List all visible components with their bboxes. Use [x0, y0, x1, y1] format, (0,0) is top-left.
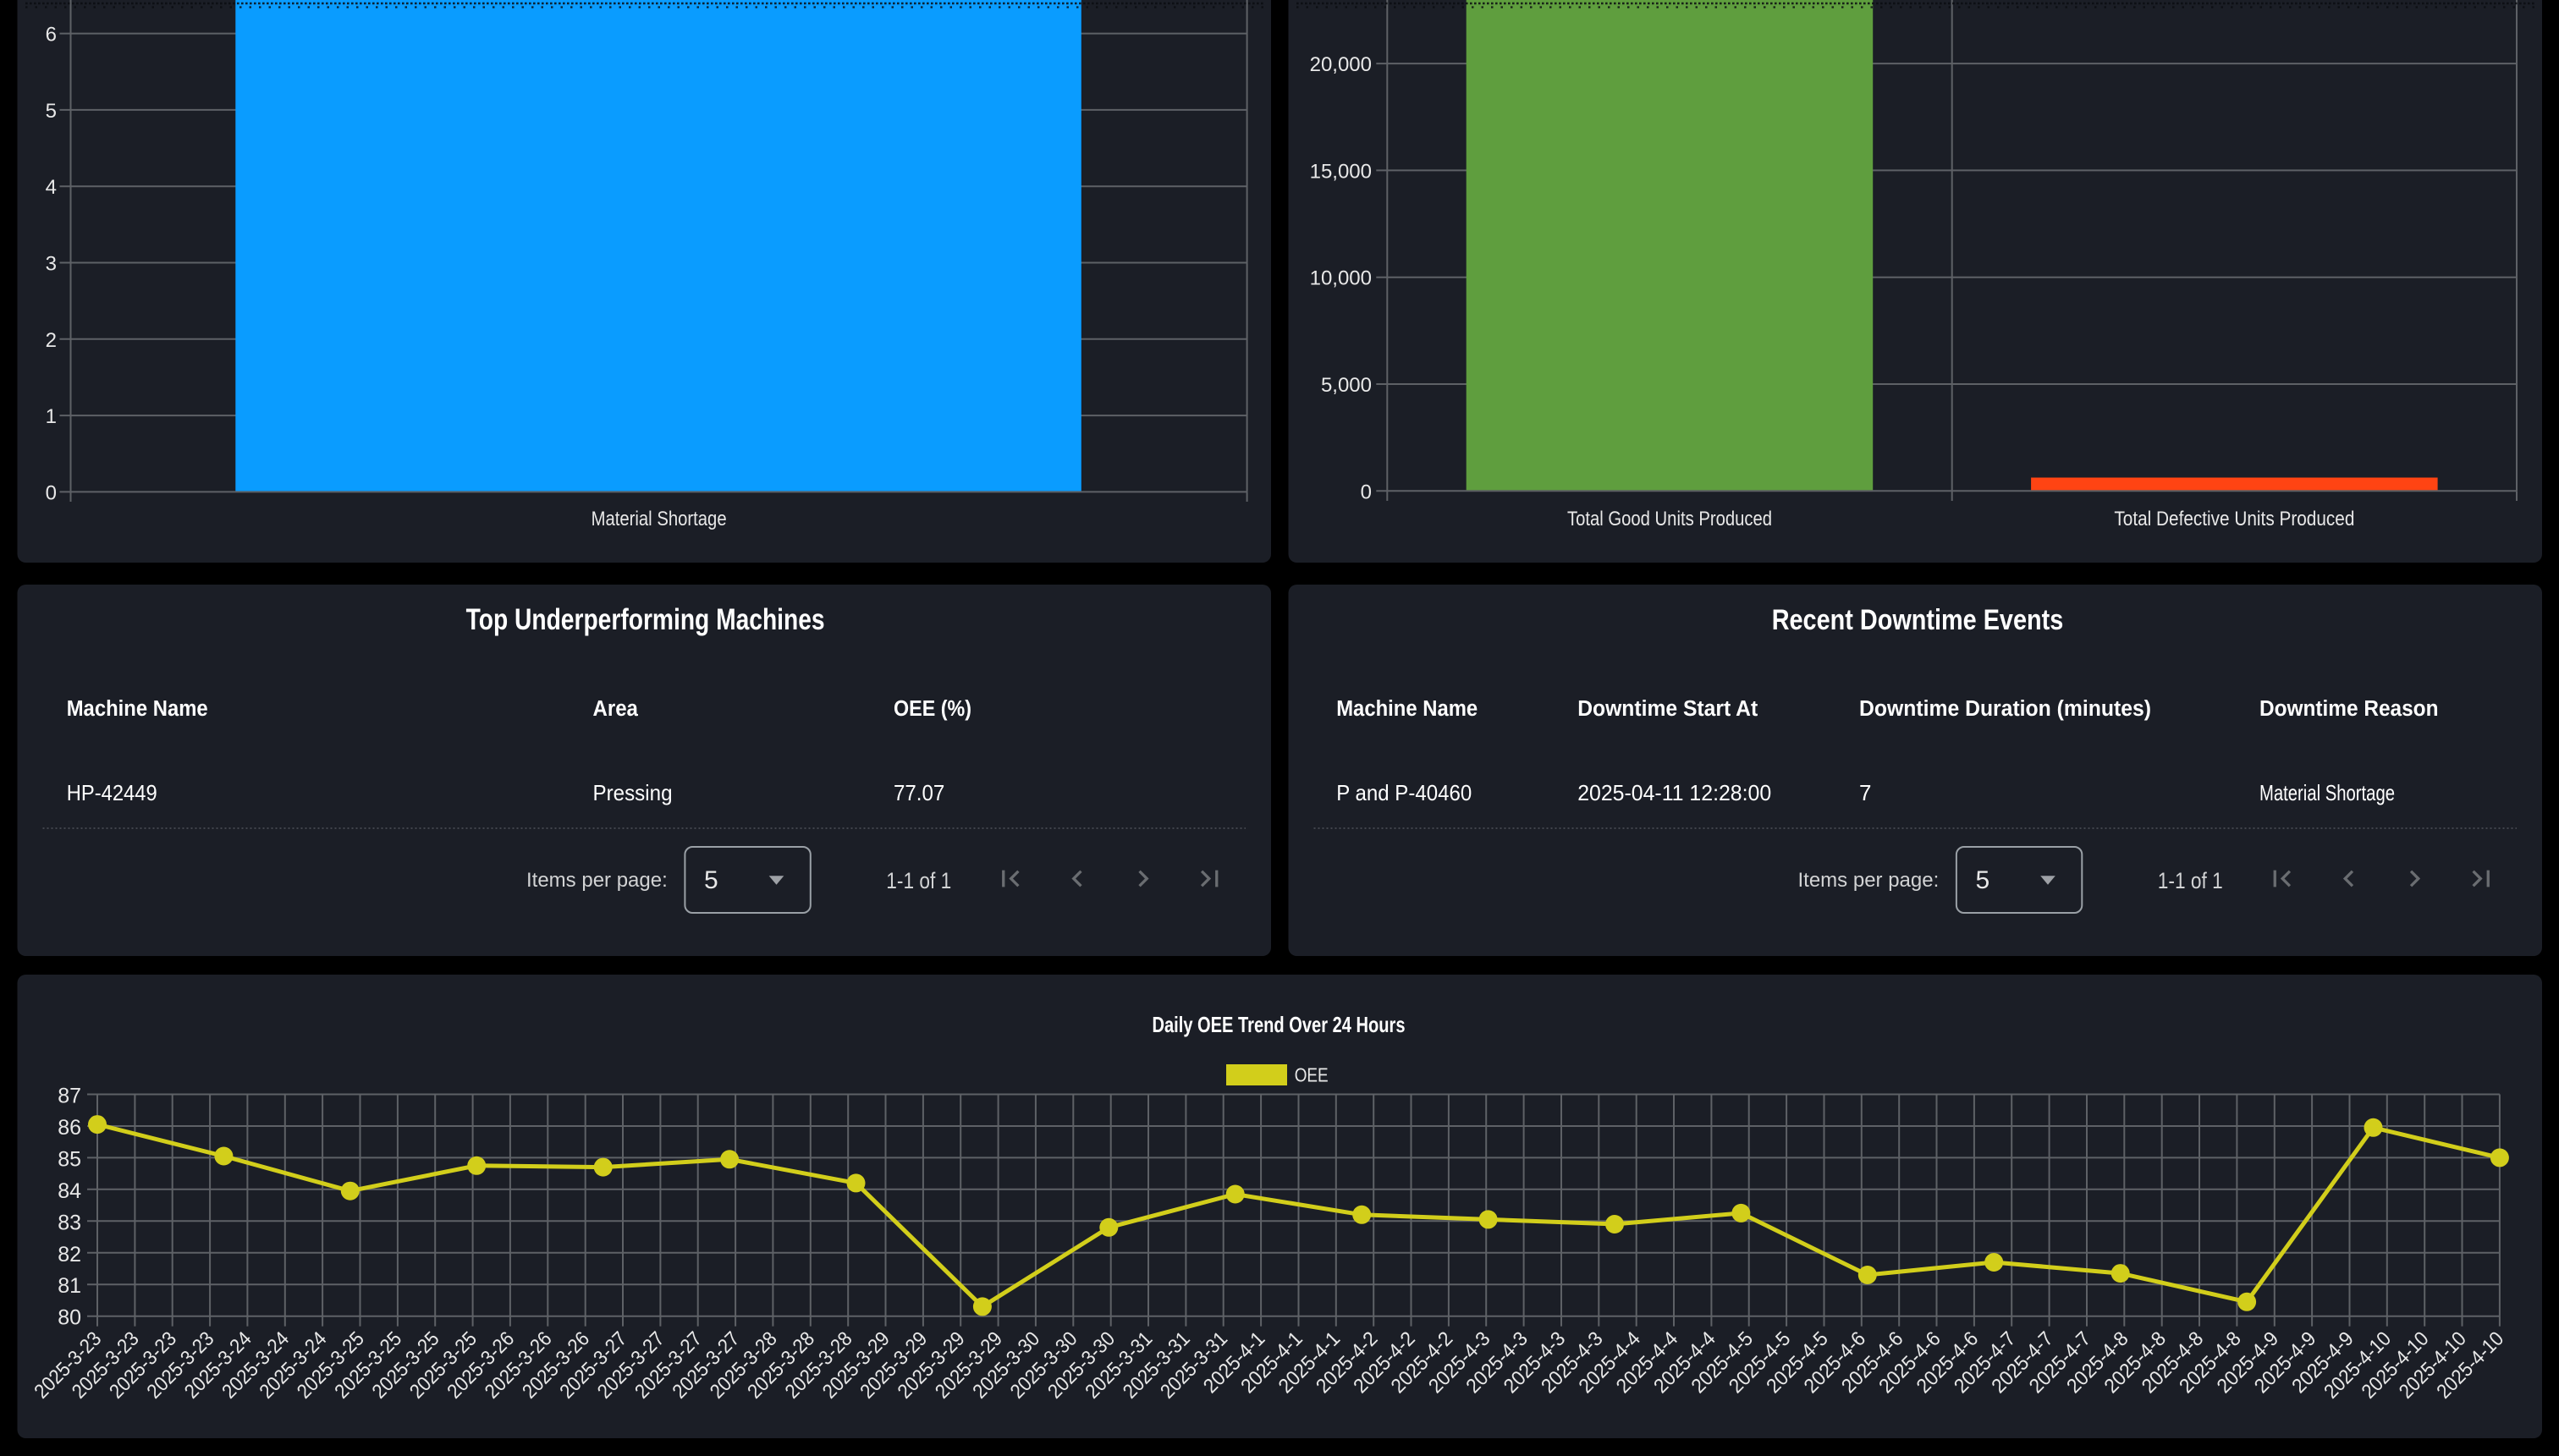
svg-text:85: 85 — [58, 1147, 81, 1171]
svg-text:Recent Downtime Events: Recent Downtime Events — [1772, 604, 2064, 636]
svg-text:86: 86 — [58, 1116, 81, 1140]
svg-text:2: 2 — [46, 329, 57, 352]
svg-text:1-1 of 1: 1-1 of 1 — [886, 868, 951, 893]
svg-text:Material Shortage: Material Shortage — [592, 508, 727, 530]
svg-text:1-1 of 1: 1-1 of 1 — [2158, 868, 2223, 893]
svg-text:Downtime Reason: Downtime Reason — [2259, 697, 2439, 721]
svg-text:1: 1 — [46, 405, 57, 428]
svg-text:OEE: OEE — [1295, 1064, 1329, 1086]
svg-text:2025-04-11 12:28:00: 2025-04-11 12:28:00 — [1577, 780, 1771, 805]
svg-text:Downtime Start At: Downtime Start At — [1577, 697, 1758, 721]
svg-text:OEE (%): OEE (%) — [894, 697, 971, 721]
svg-text:83: 83 — [58, 1211, 81, 1234]
svg-text:Machine Name: Machine Name — [1336, 697, 1478, 721]
svg-text:6: 6 — [46, 24, 57, 47]
svg-text:81: 81 — [58, 1274, 81, 1298]
svg-text:HP-42449: HP-42449 — [67, 780, 157, 805]
svg-text:10,000: 10,000 — [1310, 267, 1372, 290]
svg-text:7: 7 — [1859, 780, 1871, 805]
svg-text:Area: Area — [593, 697, 639, 721]
svg-text:87: 87 — [58, 1085, 81, 1108]
svg-text:Total Defective Units Produced: Total Defective Units Produced — [2114, 508, 2354, 530]
svg-text:3: 3 — [46, 253, 57, 276]
svg-text:20,000: 20,000 — [1310, 53, 1372, 76]
svg-text:Pressing: Pressing — [593, 780, 673, 805]
svg-text:Top Underperforming Machines: Top Underperforming Machines — [466, 603, 825, 636]
svg-text:5: 5 — [704, 866, 718, 894]
svg-text:P and P-40460: P and P-40460 — [1336, 780, 1472, 805]
svg-text:5,000: 5,000 — [1321, 374, 1372, 397]
svg-text:Items per page:: Items per page: — [526, 869, 668, 892]
svg-text:Downtime Duration (minutes): Downtime Duration (minutes) — [1859, 697, 2151, 721]
svg-text:80: 80 — [58, 1306, 81, 1330]
svg-text:82: 82 — [58, 1243, 81, 1266]
svg-text:5: 5 — [1976, 866, 1990, 894]
svg-text:Daily OEE Trend Over 24 Hours: Daily OEE Trend Over 24 Hours — [1153, 1012, 1406, 1037]
svg-text:15,000: 15,000 — [1310, 160, 1372, 183]
svg-text:4: 4 — [46, 176, 57, 199]
svg-text:0: 0 — [46, 481, 57, 504]
svg-text:Total Good Units Produced: Total Good Units Produced — [1567, 508, 1772, 530]
svg-text:Material Shortage: Material Shortage — [2259, 780, 2395, 805]
svg-text:77.07: 77.07 — [894, 780, 944, 805]
svg-text:Machine Name: Machine Name — [67, 697, 208, 721]
svg-text:84: 84 — [58, 1179, 81, 1203]
svg-text:0: 0 — [1361, 481, 1372, 503]
svg-text:5: 5 — [46, 100, 57, 123]
svg-text:Items per page:: Items per page: — [1798, 869, 1940, 892]
